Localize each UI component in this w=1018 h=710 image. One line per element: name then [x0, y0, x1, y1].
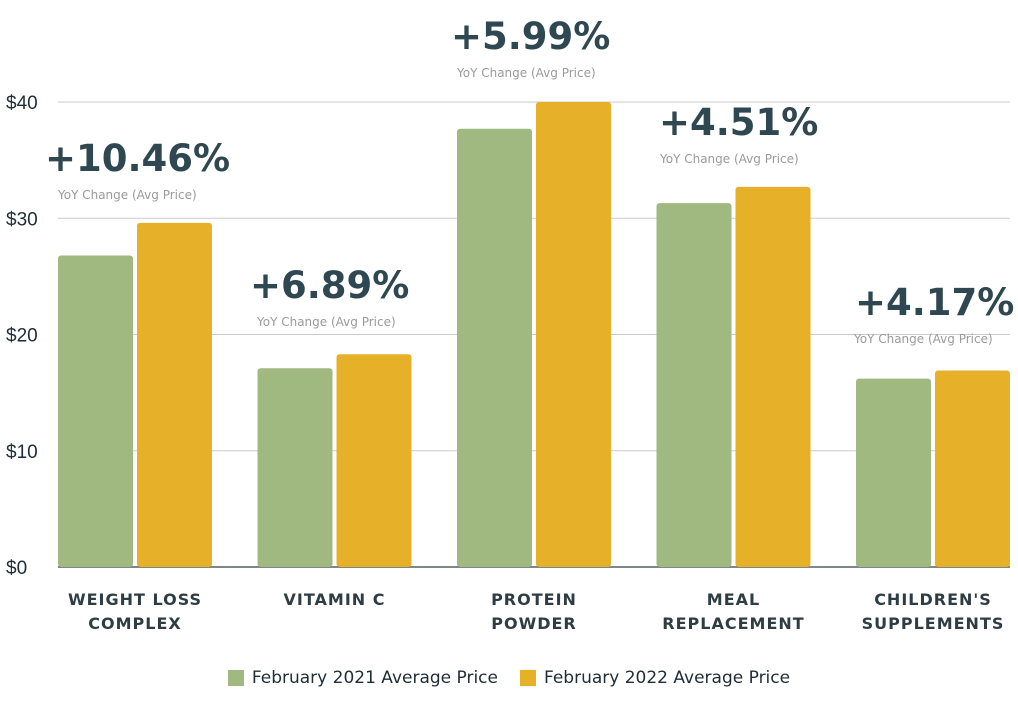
y-tick-label: $20 [6, 326, 38, 347]
bar-2022 [137, 222, 212, 567]
category-label: WEIGHT LOSS [68, 590, 202, 609]
legend-swatch-2022 [520, 670, 536, 686]
legend: February 2021 Average Price February 202… [0, 668, 1018, 688]
legend-label-2022: February 2022 Average Price [544, 668, 791, 688]
y-tick-label: $0 [6, 558, 27, 579]
bar-2021 [457, 128, 532, 568]
category-label: COMPLEX [88, 614, 181, 633]
legend-item-2021: February 2021 Average Price [227, 668, 498, 688]
category-label: VITAMIN C [284, 590, 386, 609]
yoy-change-caption: YoY Change (Avg Price) [659, 152, 799, 166]
yoy-change-caption: YoY Change (Avg Price) [853, 332, 993, 346]
bar-2022 [935, 370, 1010, 567]
legend-item-2022: February 2022 Average Price [520, 668, 790, 688]
yoy-change-value: +4.17% [855, 281, 1014, 324]
bar-2022 [536, 102, 611, 567]
yoy-change-caption: YoY Change (Avg Price) [456, 66, 596, 80]
yoy-change-value: +6.89% [250, 264, 409, 307]
yoy-change-value: +4.51% [659, 101, 818, 144]
legend-swatch-2021 [227, 670, 244, 686]
y-tick-label: $10 [6, 442, 38, 463]
yoy-change-caption: YoY Change (Avg Price) [57, 188, 197, 202]
category-label: SUPPLEMENTS [862, 614, 1005, 633]
legend-label-2021: February 2021 Average Price [251, 668, 498, 688]
category-label: PROTEIN [491, 590, 577, 609]
bar-2021 [257, 368, 333, 567]
y-tick-label: $30 [6, 209, 38, 230]
bar-2021 [856, 378, 931, 567]
category-label: MEAL [707, 590, 760, 609]
bar-2021 [58, 255, 133, 567]
bar-2022 [735, 186, 811, 568]
category-label: REPLACEMENT [662, 614, 804, 633]
category-label: CHILDREN'S [874, 590, 992, 609]
yoy-change-value: +5.99% [451, 15, 610, 58]
bar-2021 [656, 203, 732, 567]
category-label: POWDER [491, 614, 577, 633]
y-tick-label: $40 [6, 93, 38, 114]
bar-2022 [336, 354, 412, 567]
yoy-change-value: +10.46% [45, 137, 230, 180]
yoy-change-caption: YoY Change (Avg Price) [256, 315, 396, 329]
